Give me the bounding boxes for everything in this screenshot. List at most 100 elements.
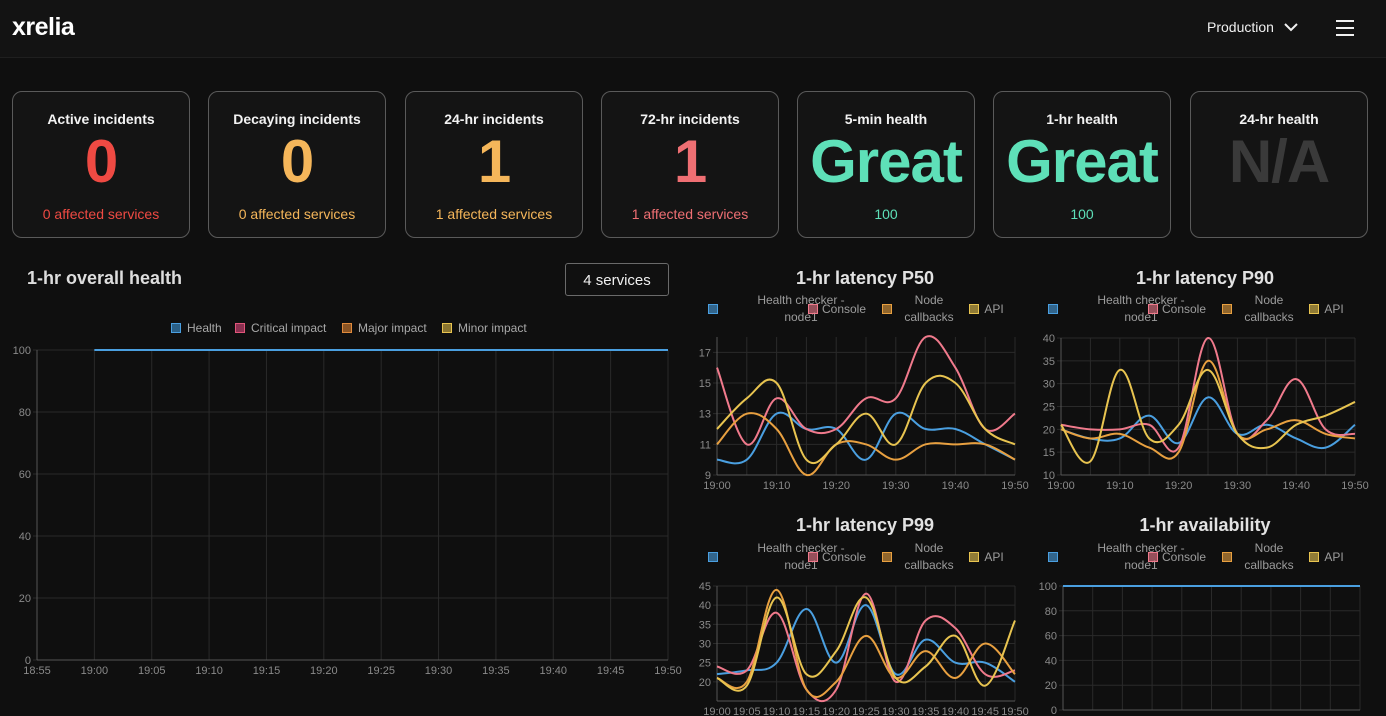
legend-label[interactable]: Node callbacks	[1214, 292, 1324, 326]
y-tick-label: 17	[699, 347, 711, 359]
legend-label[interactable]: Console	[789, 549, 899, 566]
legend-swatch	[1222, 552, 1232, 562]
x-tick-label: 19:50	[1001, 706, 1029, 716]
card-subtitle: 100	[874, 206, 898, 222]
legend-label[interactable]: API	[939, 301, 1049, 318]
legend-label[interactable]: Node callbacks	[874, 292, 984, 326]
card-active-incidents[interactable]: Active incidents 0 0 affected services	[12, 91, 190, 238]
legend-label-line: Console	[1161, 302, 1207, 316]
y-tick-label: 10	[1043, 470, 1055, 482]
y-tick-label: 80	[1045, 606, 1057, 618]
y-tick-label: 9	[705, 470, 711, 482]
x-tick-label: 19:10	[763, 706, 791, 716]
card-subtitle: 0 affected services	[42, 206, 160, 222]
legend-label-line: Console	[821, 550, 867, 564]
card-1hr-health[interactable]: 1-hr health Great 100	[993, 91, 1171, 238]
overall-health-title: 1-hr overall health	[27, 268, 183, 288]
x-tick-label: 19:20	[1165, 480, 1193, 492]
x-tick-label: 19:40	[942, 480, 970, 492]
overall-health-chart[interactable]: 0 20 40 60 80 100 18:55 19:00 19:05 19:10 19:15 19:…	[0, 335, 690, 680]
series-line[interactable]	[716, 588, 1016, 698]
legend-major-impact[interactable]: Major impact	[342, 321, 427, 335]
latency-p50-chart[interactable]: 9 11 13 15 17 19:00 19:10 19:20 19:30 19:40 19:50	[695, 330, 1035, 495]
y-tick-label: 40	[1045, 655, 1057, 667]
card-decaying-incidents[interactable]: Decaying incidents 0 0 affected services	[208, 91, 386, 238]
availability-chart-title: 1-hr availability	[1139, 515, 1271, 535]
card-value: 1	[477, 128, 511, 195]
card-value: Great	[810, 128, 963, 195]
legend-swatch	[1222, 304, 1232, 314]
x-tick-label: 19:50	[1341, 480, 1369, 492]
series-line[interactable]	[716, 411, 1016, 465]
y-tick-label: 100	[13, 345, 31, 357]
legend-swatch	[1309, 552, 1319, 562]
legend-swatch	[1148, 552, 1158, 562]
card-value: Great	[1006, 128, 1159, 195]
latency-p90-chart[interactable]: 10 15 20 25 30 35 40 19:00 19:10 19:20 19:30 19:40 1…	[1035, 330, 1380, 495]
legend-label[interactable]: Node callbacks	[874, 540, 984, 574]
legend-label-line: Console	[821, 302, 867, 316]
logo[interactable]: xrelia	[12, 13, 75, 41]
y-tick-label: 30	[699, 639, 711, 651]
legend-label[interactable]: API	[1279, 301, 1386, 318]
x-tick-label: 19:25	[852, 706, 880, 716]
x-tick-label: 19:40	[942, 706, 970, 716]
x-tick-label: 19:40	[1282, 480, 1310, 492]
series-line[interactable]	[1060, 396, 1356, 450]
legend-swatch	[1309, 304, 1319, 314]
series-line[interactable]	[716, 592, 1016, 703]
y-tick-label: 20	[1043, 424, 1055, 436]
legend-swatch	[708, 552, 718, 562]
legend-minor-impact[interactable]: Minor impact	[442, 321, 527, 335]
legend-label[interactable]: API	[1279, 549, 1386, 566]
legend-label[interactable]: Node callbacks	[1214, 540, 1324, 574]
y-tick-label: 60	[1045, 631, 1057, 643]
legend-label-line: Health checker -	[757, 293, 845, 307]
x-tick-label: 19:30	[882, 706, 910, 716]
x-tick-label: 19:00	[81, 665, 109, 677]
card-72hr-incidents[interactable]: 72-hr incidents 1 1 affected services	[601, 91, 779, 238]
x-tick-label: 19:25	[367, 665, 395, 677]
legend-swatch	[808, 552, 818, 562]
legend-label: Health	[187, 321, 222, 335]
card-24hr-health[interactable]: 24-hr health N/A	[1190, 91, 1368, 238]
x-tick-label: 19:35	[482, 665, 510, 677]
legend-label[interactable]: Console	[789, 301, 899, 318]
series-line[interactable]	[716, 604, 1016, 683]
y-tick-label: 20	[1045, 680, 1057, 692]
legend-swatch	[342, 323, 352, 333]
series-line[interactable]	[1060, 368, 1356, 464]
legend-swatch	[442, 323, 452, 333]
x-tick-label: 19:20	[310, 665, 338, 677]
card-title: Active incidents	[47, 111, 155, 127]
legend-swatch	[969, 304, 979, 314]
series-line[interactable]	[716, 374, 1016, 465]
legend-label[interactable]: Console	[1129, 549, 1239, 566]
legend-label[interactable]: API	[939, 549, 1049, 566]
x-tick-label: 19:35	[912, 706, 940, 716]
services-button[interactable]: 4 services	[565, 263, 669, 296]
card-title: 1-hr health	[1046, 111, 1118, 127]
series-line[interactable]	[1060, 336, 1356, 453]
x-tick-label: 19:00	[703, 706, 731, 716]
hamburger-menu-icon[interactable]	[1334, 17, 1356, 39]
legend-health[interactable]: Health	[171, 321, 222, 335]
environment-selector[interactable]: Production	[1207, 19, 1298, 35]
legend-swatch	[171, 323, 181, 333]
y-tick-label: 15	[1043, 447, 1055, 459]
series-line[interactable]	[716, 412, 1016, 477]
legend-swatch	[708, 304, 718, 314]
legend-label-line: callbacks	[904, 558, 954, 572]
card-5min-health[interactable]: 5-min health Great 100	[797, 91, 975, 238]
series-line[interactable]	[716, 335, 1016, 446]
card-24hr-incidents[interactable]: 24-hr incidents 1 1 affected services	[405, 91, 583, 238]
availability-chart[interactable]: 02040608010019:0019:0519:1019:1519:2019:…	[1035, 578, 1380, 716]
x-tick-label: 19:15	[253, 665, 281, 677]
legend-label[interactable]: Console	[1129, 301, 1239, 318]
legend-label: Critical impact	[251, 321, 327, 335]
series-line[interactable]	[716, 596, 1016, 692]
x-tick-label: 19:40	[540, 665, 568, 677]
legend-critical-impact[interactable]: Critical impact	[235, 321, 326, 335]
y-tick-label: 35	[1043, 356, 1055, 368]
